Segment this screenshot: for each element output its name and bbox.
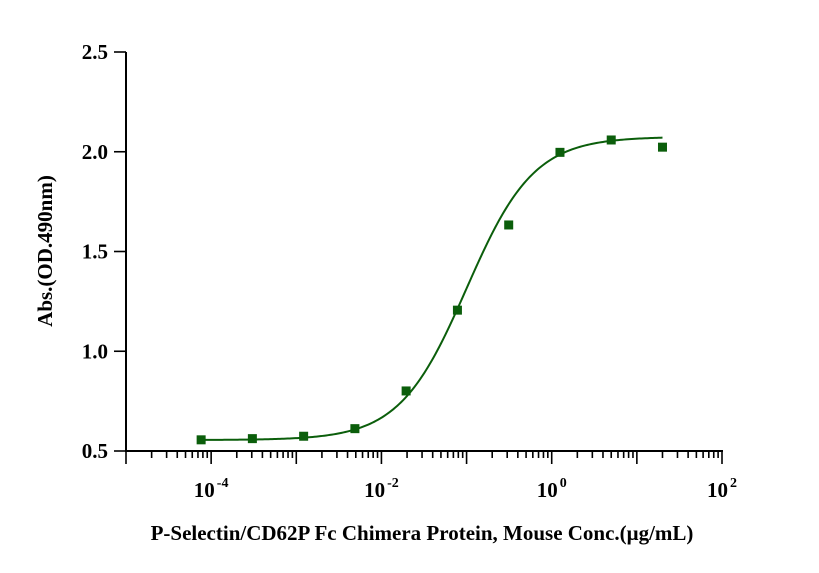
x-tick-label: 10 -4 xyxy=(194,476,229,502)
y-tick-label: 2.5 xyxy=(82,40,108,64)
data-point xyxy=(401,386,411,396)
y-tick-label: 1.0 xyxy=(82,339,108,363)
data-point xyxy=(504,220,514,230)
x-tick-label: 10 -2 xyxy=(364,476,399,502)
fit-curve xyxy=(201,136,663,441)
data-point xyxy=(299,431,309,441)
data-point xyxy=(555,147,565,157)
y-tick-label: 2.0 xyxy=(82,140,108,164)
y-axis-label: Abs.(OD.490nm) xyxy=(33,175,57,327)
data-point xyxy=(196,435,206,445)
data-point xyxy=(350,424,360,434)
data-markers xyxy=(196,135,667,445)
x-tick-label: 10 2 xyxy=(707,476,737,502)
data-point xyxy=(247,434,257,444)
x-ticks: 10 -4 10 -2 10 0 10 2 xyxy=(125,451,737,502)
x-axis-label: P-Selectin/CD62P Fc Chimera Protein, Mou… xyxy=(151,521,694,545)
data-point xyxy=(606,135,616,145)
data-point xyxy=(657,142,667,152)
y-tick-label: 0.5 xyxy=(82,439,108,463)
data-point xyxy=(452,305,462,315)
y-ticks: 0.5 1.0 1.5 2.0 2.5 xyxy=(82,40,126,463)
axes xyxy=(125,52,723,452)
x-tick-label: 10 0 xyxy=(537,476,567,502)
y-tick-label: 1.5 xyxy=(82,240,108,264)
